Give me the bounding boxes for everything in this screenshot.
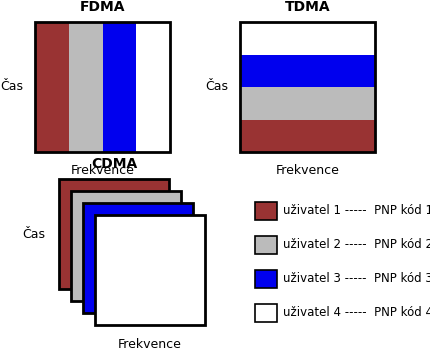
Text: CDMA: CDMA: [91, 157, 137, 171]
Bar: [240, 87, 375, 120]
Text: FDMA: FDMA: [80, 0, 125, 14]
Bar: [59, 179, 169, 289]
Text: uživatel 3 -----  PNP kód 3: uživatel 3 ----- PNP kód 3: [283, 272, 430, 285]
Text: TDMA: TDMA: [285, 0, 330, 14]
Text: Frekvence: Frekvence: [276, 164, 339, 177]
Bar: [102, 22, 136, 152]
Bar: [83, 203, 193, 313]
Bar: [240, 55, 375, 87]
Text: uživatel 1 -----  PNP kód 1: uživatel 1 ----- PNP kód 1: [283, 205, 430, 218]
Bar: [240, 22, 375, 152]
Text: Frekvence: Frekvence: [71, 164, 135, 177]
Text: uživatel 4 -----  PNP kód 4: uživatel 4 ----- PNP kód 4: [283, 307, 430, 320]
Bar: [240, 120, 375, 152]
Bar: [35, 22, 69, 152]
Bar: [255, 236, 277, 254]
Text: Čas: Čas: [0, 80, 23, 93]
Text: Čas: Čas: [22, 228, 45, 241]
Text: Čas: Čas: [205, 80, 228, 93]
Bar: [69, 22, 102, 152]
Text: uživatel 2 -----  PNP kód 2: uživatel 2 ----- PNP kód 2: [283, 238, 430, 252]
Bar: [255, 270, 277, 288]
Bar: [255, 304, 277, 322]
Bar: [35, 22, 170, 152]
Bar: [95, 215, 205, 325]
Bar: [71, 191, 181, 301]
Bar: [136, 22, 170, 152]
Text: Frekvence: Frekvence: [118, 338, 182, 351]
Bar: [255, 202, 277, 220]
Bar: [240, 22, 375, 55]
